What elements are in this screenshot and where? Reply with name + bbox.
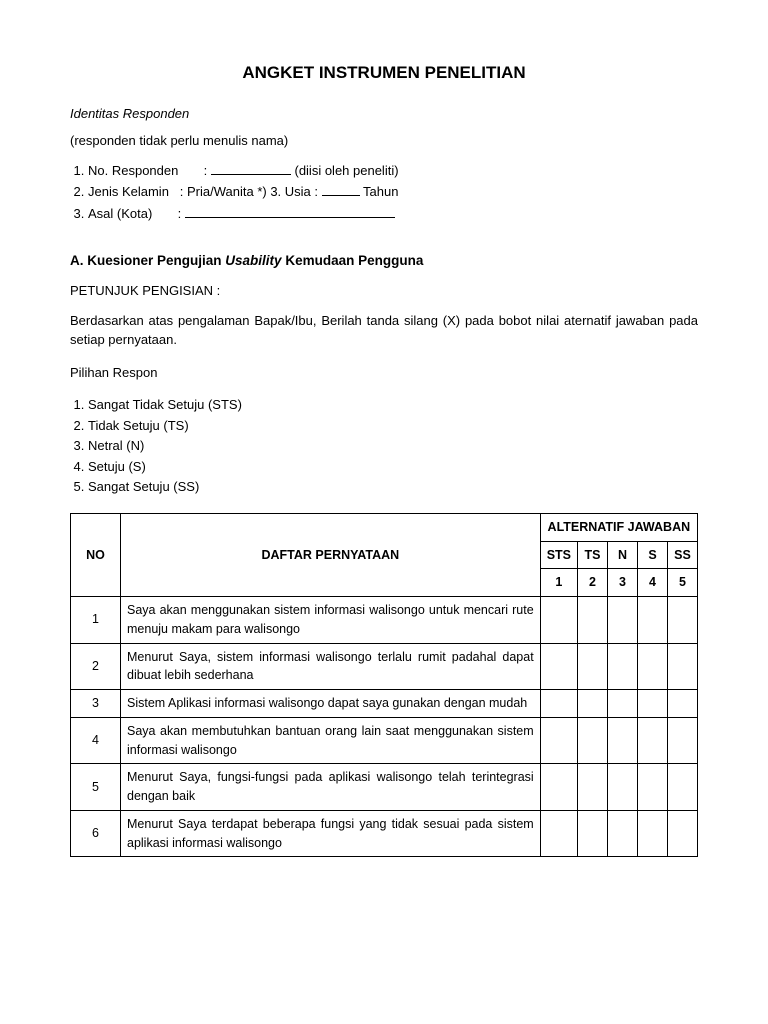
th-daftar: DAFTAR PERNYATAAN	[121, 513, 541, 596]
th-ss: SS	[668, 541, 698, 569]
option-5: Sangat Setuju (SS)	[88, 477, 698, 497]
cell-n[interactable]	[608, 764, 638, 811]
th-4: 4	[638, 569, 668, 597]
option-2: Tidak Setuju (TS)	[88, 416, 698, 436]
cell-s[interactable]	[638, 690, 668, 718]
row-no: 3	[71, 690, 121, 718]
cell-ts[interactable]	[578, 597, 608, 644]
cell-s[interactable]	[638, 597, 668, 644]
cell-ts[interactable]	[578, 810, 608, 857]
row-no: 5	[71, 764, 121, 811]
cell-sts[interactable]	[540, 690, 577, 718]
identity-line-1-label: No. Responden	[88, 163, 178, 178]
cell-ss[interactable]	[668, 810, 698, 857]
section-a-heading-a: A. Kuesioner Pengujian	[70, 253, 225, 268]
cell-ss[interactable]	[668, 643, 698, 690]
identity-note: (responden tidak perlu menulis nama)	[70, 131, 698, 151]
cell-sts[interactable]	[540, 764, 577, 811]
option-4: Setuju (S)	[88, 457, 698, 477]
cell-ts[interactable]	[578, 643, 608, 690]
identity-line-1: No. Responden : (diisi oleh peneliti)	[88, 161, 698, 181]
row-stmt: Menurut Saya, sistem informasi walisongo…	[121, 643, 541, 690]
th-5: 5	[668, 569, 698, 597]
cell-ss[interactable]	[668, 690, 698, 718]
identity-line-2-mid: Pria/Wanita *) 3. Usia :	[187, 184, 318, 199]
th-no: NO	[71, 513, 121, 596]
identity-line-2-suffix: Tahun	[363, 184, 398, 199]
blank-usia	[322, 184, 360, 196]
cell-ss[interactable]	[668, 764, 698, 811]
blank-kota	[185, 206, 395, 218]
th-1: 1	[540, 569, 577, 597]
cell-sts[interactable]	[540, 597, 577, 644]
th-2: 2	[578, 569, 608, 597]
cell-s[interactable]	[638, 810, 668, 857]
option-3: Netral (N)	[88, 436, 698, 456]
response-options-list: Sangat Tidak Setuju (STS) Tidak Setuju (…	[88, 395, 698, 497]
table-body: 1 Saya akan menggunakan sistem informasi…	[71, 597, 698, 857]
cell-n[interactable]	[608, 690, 638, 718]
section-a-heading: A. Kuesioner Pengujian Usability Kemudaa…	[70, 251, 698, 271]
th-n: N	[608, 541, 638, 569]
row-no: 4	[71, 717, 121, 764]
row-stmt: Saya akan membutuhkan bantuan orang lain…	[121, 717, 541, 764]
table-row: 6 Menurut Saya terdapat beberapa fungsi …	[71, 810, 698, 857]
cell-s[interactable]	[638, 717, 668, 764]
pilihan-label: Pilihan Respon	[70, 363, 698, 383]
cell-sts[interactable]	[540, 643, 577, 690]
cell-sts[interactable]	[540, 717, 577, 764]
th-sts: STS	[540, 541, 577, 569]
table-row: 2 Menurut Saya, sistem informasi walison…	[71, 643, 698, 690]
instruction-text: Berdasarkan atas pengalaman Bapak/Ibu, B…	[70, 311, 698, 350]
option-1: Sangat Tidak Setuju (STS)	[88, 395, 698, 415]
section-a-heading-b: Kemudaan Pengguna	[282, 253, 424, 268]
row-stmt: Saya akan menggunakan sistem informasi w…	[121, 597, 541, 644]
section-a-heading-italic: Usability	[225, 253, 281, 268]
identity-heading: Identitas Responden	[70, 104, 698, 124]
cell-s[interactable]	[638, 764, 668, 811]
table-row: 5 Menurut Saya, fungsi-fungsi pada aplik…	[71, 764, 698, 811]
cell-ts[interactable]	[578, 717, 608, 764]
page-title: ANGKET INSTRUMEN PENELITIAN	[70, 60, 698, 86]
cell-ss[interactable]	[668, 717, 698, 764]
identity-line-3-label: Asal (Kota)	[88, 206, 152, 221]
cell-s[interactable]	[638, 643, 668, 690]
table-row: 4 Saya akan membutuhkan bantuan orang la…	[71, 717, 698, 764]
row-stmt: Sistem Aplikasi informasi walisongo dapa…	[121, 690, 541, 718]
row-no: 1	[71, 597, 121, 644]
th-s: S	[638, 541, 668, 569]
row-no: 6	[71, 810, 121, 857]
cell-ts[interactable]	[578, 690, 608, 718]
cell-n[interactable]	[608, 597, 638, 644]
table-row: 1 Saya akan menggunakan sistem informasi…	[71, 597, 698, 644]
cell-n[interactable]	[608, 717, 638, 764]
identity-line-2: Jenis Kelamin : Pria/Wanita *) 3. Usia :…	[88, 182, 698, 202]
row-no: 2	[71, 643, 121, 690]
cell-n[interactable]	[608, 643, 638, 690]
cell-n[interactable]	[608, 810, 638, 857]
blank-responden	[211, 163, 291, 175]
identity-line-3: Asal (Kota) :	[88, 204, 698, 224]
cell-ts[interactable]	[578, 764, 608, 811]
cell-ss[interactable]	[668, 597, 698, 644]
cell-sts[interactable]	[540, 810, 577, 857]
identity-line-1-suffix: (diisi oleh peneliti)	[294, 163, 398, 178]
row-stmt: Menurut Saya, fungsi-fungsi pada aplikas…	[121, 764, 541, 811]
table-row: 3 Sistem Aplikasi informasi walisongo da…	[71, 690, 698, 718]
th-3: 3	[608, 569, 638, 597]
th-alternatif: ALTERNATIF JAWABAN	[540, 513, 697, 541]
questionnaire-table: NO DAFTAR PERNYATAAN ALTERNATIF JAWABAN …	[70, 513, 698, 858]
identity-list: No. Responden : (diisi oleh peneliti) Je…	[88, 161, 698, 224]
row-stmt: Menurut Saya terdapat beberapa fungsi ya…	[121, 810, 541, 857]
petunjuk-label: PETUNJUK PENGISIAN :	[70, 281, 698, 301]
th-ts: TS	[578, 541, 608, 569]
identity-line-2-label: Jenis Kelamin	[88, 184, 169, 199]
